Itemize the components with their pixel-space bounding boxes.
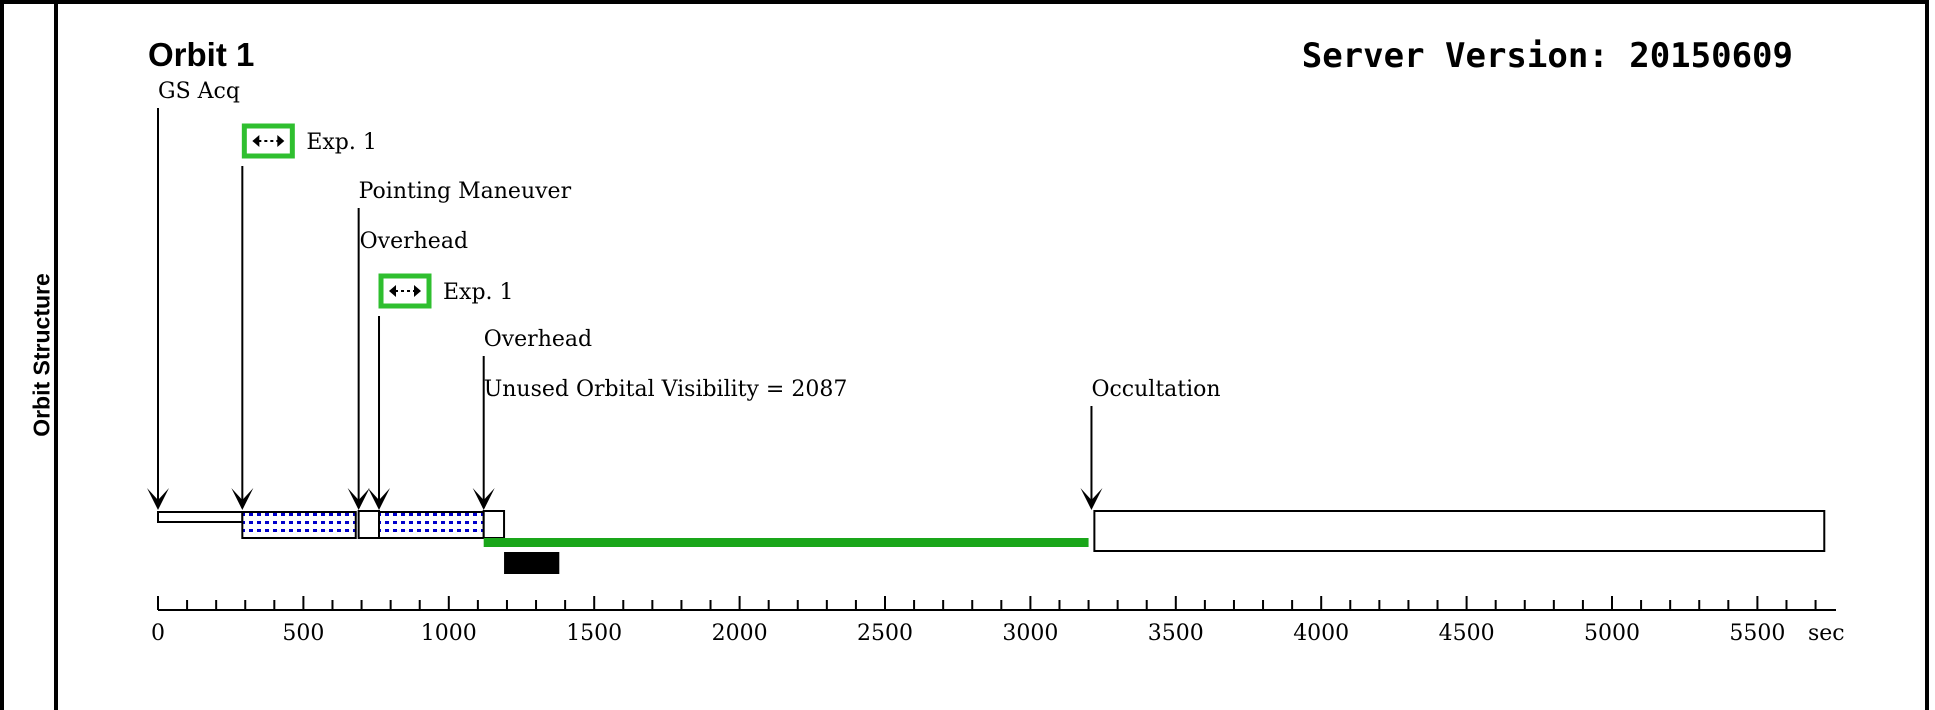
segment-gs-acq bbox=[157, 511, 244, 523]
side-panel: Orbit Structure bbox=[0, 0, 58, 710]
tick-label: 3500 bbox=[1148, 621, 1204, 646]
segment-overhead bbox=[357, 510, 381, 539]
expand-arrows-icon bbox=[378, 273, 432, 309]
arrow-head-icon bbox=[1080, 488, 1103, 510]
event-label: GS Acq bbox=[158, 79, 240, 104]
tick-label: 5000 bbox=[1584, 621, 1640, 646]
arrow-head-icon bbox=[368, 488, 391, 510]
black-block bbox=[504, 552, 560, 574]
segment-exp-1 bbox=[241, 511, 357, 539]
axis-unit-label: sec bbox=[1808, 621, 1845, 646]
arrow-head-icon bbox=[231, 488, 254, 510]
event-label: Overhead bbox=[484, 327, 592, 352]
event-label: Pointing Maneuver bbox=[359, 179, 572, 204]
segment-overhead bbox=[482, 510, 506, 539]
segment-exp-1 bbox=[378, 511, 485, 539]
tick-label: 4000 bbox=[1293, 621, 1349, 646]
tick-label: 3000 bbox=[1002, 621, 1058, 646]
event-label: Occultation bbox=[1091, 377, 1220, 402]
visibility-bar bbox=[483, 538, 1089, 547]
tick-label: 2500 bbox=[857, 621, 913, 646]
tick-label: 1000 bbox=[421, 621, 477, 646]
tick-label: 5500 bbox=[1729, 621, 1785, 646]
segment-occultation bbox=[1093, 510, 1826, 552]
tick-label: 1500 bbox=[566, 621, 622, 646]
event-label: Exp. 1 bbox=[306, 130, 377, 155]
orbit-title: Orbit 1 bbox=[148, 36, 255, 73]
tick-label: 4500 bbox=[1439, 621, 1495, 646]
tick-label: 500 bbox=[282, 621, 324, 646]
arrow-head-icon bbox=[472, 488, 495, 510]
server-version: Server Version: 20150609 bbox=[1301, 36, 1793, 76]
arrow-head-icon bbox=[147, 488, 169, 510]
icon-border bbox=[241, 123, 295, 159]
icon-border bbox=[378, 273, 432, 309]
event-label: Overhead bbox=[360, 229, 468, 254]
tick-label: 2000 bbox=[712, 621, 768, 646]
event-label: Exp. 1 bbox=[443, 280, 514, 305]
tick-label: 0 bbox=[151, 621, 165, 646]
expand-arrows-icon bbox=[241, 123, 295, 159]
event-label: Unused Orbital Visibility = 2087 bbox=[484, 377, 848, 402]
arrow-head-icon bbox=[347, 488, 370, 510]
